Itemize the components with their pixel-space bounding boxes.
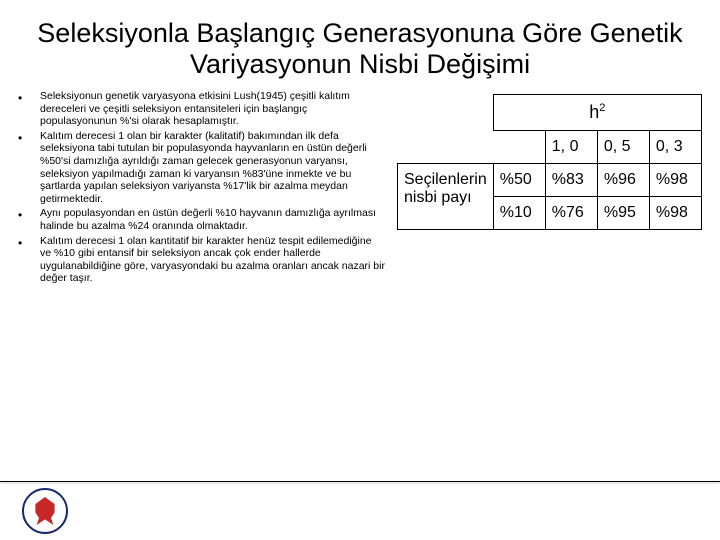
bullet-item: •Kalıtım derecesi 1 olan kantitatif bir … xyxy=(18,235,385,285)
h2-base: h xyxy=(589,102,599,122)
bullet-item: •Seleksiyonun genetik varyasyona etkisin… xyxy=(18,90,385,128)
table-cell: %10 xyxy=(493,197,545,230)
bullet-text: Aynı populasyondan en üstün değerli %10 … xyxy=(40,207,385,232)
table-cell: %95 xyxy=(597,197,649,230)
table-cell: %98 xyxy=(649,197,701,230)
logo-icon xyxy=(33,497,57,525)
table-cell: %83 xyxy=(545,164,597,197)
bullet-item: •Kalıtım derecesi 1 olan bir karakter (k… xyxy=(18,130,385,206)
bullet-column: •Seleksiyonun genetik varyasyona etkisin… xyxy=(18,90,393,287)
footer-divider xyxy=(0,481,720,482)
table-h2-cell: h2 xyxy=(493,95,701,131)
table-cell: %50 xyxy=(493,164,545,197)
table-cell: %76 xyxy=(545,197,597,230)
bullet-text: Kalıtım derecesi 1 olan bir karakter (ka… xyxy=(40,130,385,206)
table-cell: 0, 3 xyxy=(649,131,701,164)
table-cell: %96 xyxy=(597,164,649,197)
table-cell: %98 xyxy=(649,164,701,197)
data-table: h2 1, 0 0, 5 0, 3 Seçilenlerin nisbi pay… xyxy=(397,94,702,230)
bullet-list: •Seleksiyonun genetik varyasyona etkisin… xyxy=(18,90,385,285)
logo-badge xyxy=(22,488,68,534)
slide-title: Seleksiyonla Başlangıç Generasyonuna Gör… xyxy=(0,0,720,90)
content-row: •Seleksiyonun genetik varyasyona etkisin… xyxy=(0,90,720,287)
table-cell xyxy=(493,131,545,164)
bullet-text: Seleksiyonun genetik varyasyona etkisini… xyxy=(40,90,385,128)
table-subheader-row: 1, 0 0, 5 0, 3 xyxy=(398,131,702,164)
table-header-row: h2 xyxy=(398,95,702,131)
table-cell: 1, 0 xyxy=(545,131,597,164)
table-cell xyxy=(398,131,494,164)
table-cell: 0, 5 xyxy=(597,131,649,164)
h2-sup: 2 xyxy=(599,102,605,114)
table-row: Seçilenlerin nisbi payı %50 %83 %96 %98 xyxy=(398,164,702,197)
bullet-item: •Aynı populasyondan en üstün değerli %10… xyxy=(18,207,385,232)
bullet-text: Kalıtım derecesi 1 olan kantitatif bir k… xyxy=(40,235,385,285)
table-column: h2 1, 0 0, 5 0, 3 Seçilenlerin nisbi pay… xyxy=(393,90,702,287)
table-cell xyxy=(398,95,494,131)
row-label-cell: Seçilenlerin nisbi payı xyxy=(398,164,494,230)
